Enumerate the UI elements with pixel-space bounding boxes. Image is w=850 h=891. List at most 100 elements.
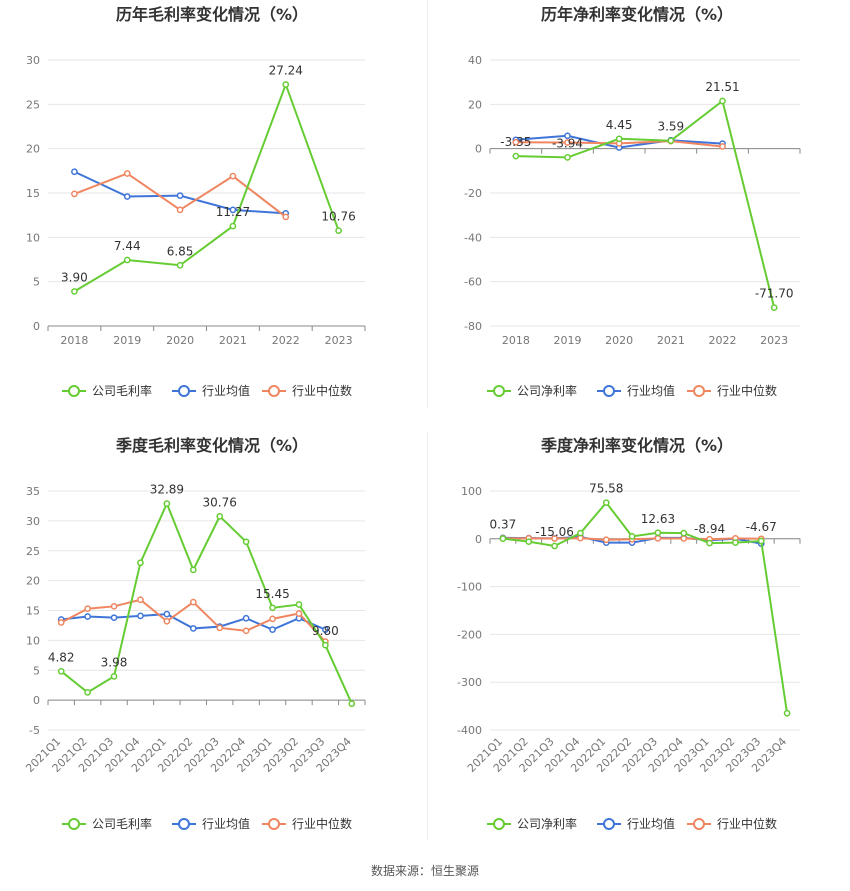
data-point-2 — [242, 627, 250, 635]
y-tick-label: -100 — [457, 581, 482, 594]
legend-item-2: 行业中位数 — [687, 383, 777, 398]
data-point-2 — [564, 139, 571, 146]
data-label: 30.76 — [203, 495, 237, 509]
data-point-0 — [348, 700, 356, 708]
x-tick-label: 2019 — [113, 334, 141, 347]
legend-marker — [268, 818, 280, 830]
annual-net-margin-chart: 历年净利率变化情况（%） -80 -60 -40 -20 0 20 40 2018 2019 202… — [464, 5, 801, 398]
data-label: -15.06 — [535, 525, 574, 539]
quarterly-net-margin-chart: 季度净利率变化情况（%）-400-300-200-10001002021Q120… — [457, 436, 801, 831]
legend-marker — [178, 818, 190, 830]
data-point-0 — [602, 499, 610, 507]
data-point-0 — [216, 512, 224, 520]
data-point-2 — [71, 190, 78, 198]
data-point-1 — [269, 626, 276, 633]
y-tick-label: 10 — [26, 634, 40, 647]
y-tick-label: 25 — [26, 98, 40, 111]
y-tick-label: 20 — [468, 98, 482, 111]
data-point-0 — [551, 542, 558, 550]
data-point-2 — [551, 535, 558, 542]
data-point-0 — [615, 135, 623, 143]
chart-title: 季度净利率变化情况（%） — [540, 436, 733, 455]
legend-label: 行业均值 — [627, 816, 675, 831]
data-label: 3.90 — [61, 270, 88, 284]
data-label: 3.98 — [101, 655, 128, 669]
legend-marker — [493, 818, 505, 830]
data-point-2 — [84, 605, 91, 613]
data-point-0 — [732, 539, 739, 546]
y-tick-label: -200 — [457, 628, 482, 641]
data-point-0 — [71, 288, 78, 295]
legend-marker — [68, 818, 80, 830]
data-label: 9.80 — [312, 624, 339, 638]
legend-item-2: 行业中位数 — [687, 816, 777, 831]
data-point-1 — [322, 626, 329, 633]
data-point-0 — [163, 500, 171, 507]
chart-title: 历年净利率变化情况（%） — [541, 5, 733, 24]
data-point-1 — [564, 132, 571, 140]
y-tick-label: 0 — [475, 533, 482, 546]
data-label: 4.82 — [48, 650, 75, 664]
data-label: 12.63 — [641, 512, 675, 526]
data-label: 10.76 — [321, 210, 355, 224]
data-label: 27.24 — [269, 63, 303, 77]
y-tick-label: 0 — [33, 694, 40, 707]
y-tick-label: 15 — [26, 605, 40, 618]
series-line-0 — [73, 81, 340, 293]
legend-label: 行业中位数 — [717, 816, 777, 831]
data-point-2 — [512, 138, 520, 146]
legend-marker — [493, 385, 505, 397]
data-point-0 — [123, 256, 131, 264]
legend-label: 公司净利率 — [517, 383, 577, 398]
data-point-2 — [282, 213, 290, 221]
data-point-1 — [229, 206, 237, 214]
series-line-0 — [502, 501, 789, 714]
data-point-0 — [525, 538, 533, 546]
legend-item-1: 行业均值 — [172, 816, 250, 831]
data-point-0 — [564, 154, 571, 161]
x-tick-label: 2021 — [657, 334, 685, 347]
y-tick-label: 25 — [26, 545, 40, 558]
legend-marker — [603, 385, 615, 397]
legend-item-0: 公司净利率 — [487, 383, 577, 398]
data-point-2 — [229, 172, 237, 180]
data-label: 75.58 — [589, 482, 623, 496]
y-tick-label: 0 — [33, 320, 40, 333]
panel-divider-bottom — [427, 432, 428, 840]
legend-item-1: 行业均值 — [597, 816, 675, 831]
data-label: 11.27 — [216, 205, 250, 219]
data-point-0 — [757, 537, 765, 545]
data-point-0 — [57, 667, 65, 675]
legend-label: 公司毛利率 — [92, 383, 152, 398]
legend-marker — [603, 818, 615, 830]
data-point-1 — [71, 168, 78, 176]
legend-item-0: 公司毛利率 — [62, 383, 152, 398]
y-tick-label: 0 — [475, 143, 482, 156]
quarterly-gross-margin-chart: 季度毛利率变化情况（%）-5051015202530352021Q12021Q2… — [23, 436, 366, 831]
data-point-2 — [176, 206, 184, 214]
data-label: 32.89 — [150, 483, 184, 497]
data-point-2 — [719, 143, 726, 150]
y-tick-label: 5 — [33, 664, 40, 677]
y-tick-label: 30 — [26, 515, 40, 528]
data-point-2 — [269, 615, 276, 623]
legend-item-0: 公司毛利率 — [62, 816, 152, 831]
x-tick-label: 2020 — [605, 334, 633, 347]
legend-item-2: 行业中位数 — [262, 816, 352, 831]
annual-gross-margin-chart: 历年毛利率变化情况（%） 0 5 10 15 20 25 30 2018 2019 2020 2021… — [26, 5, 366, 398]
x-tick-label: 2021 — [219, 334, 247, 347]
data-point-0 — [137, 559, 144, 567]
legend-item-2: 行业中位数 — [262, 383, 352, 398]
data-point-0 — [229, 222, 237, 230]
data-label: 21.51 — [705, 80, 739, 94]
data-point-2 — [295, 610, 303, 617]
data-label: 3.59 — [657, 120, 684, 134]
data-point-0 — [499, 535, 507, 542]
data-label: 6.85 — [167, 244, 194, 258]
data-label: -4.67 — [746, 520, 777, 534]
y-tick-label: -300 — [457, 676, 482, 689]
data-point-0 — [189, 566, 197, 574]
data-point-0 — [770, 304, 778, 311]
data-point-0 — [577, 529, 584, 537]
